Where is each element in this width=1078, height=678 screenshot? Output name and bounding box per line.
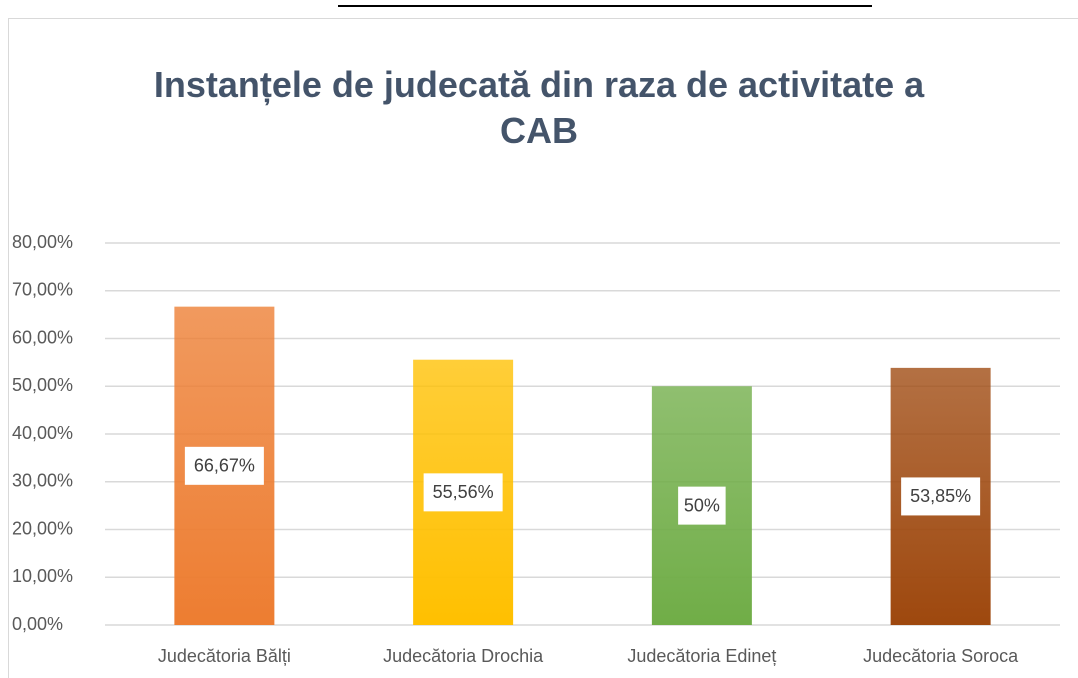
y-tick-label: 60,00% [12, 327, 73, 347]
chart-title: Instanțele de judecată din raza de activ… [153, 64, 925, 151]
data-label: 66,67% [194, 456, 255, 476]
y-tick-label: 0,00% [12, 614, 63, 634]
y-tick-label: 20,00% [12, 518, 73, 538]
y-tick-label: 70,00% [12, 280, 73, 300]
y-tick-label: 80,00% [12, 232, 73, 252]
data-label: 50% [684, 495, 720, 515]
y-tick-label: 40,00% [12, 423, 73, 443]
y-tick-label: 50,00% [12, 375, 73, 395]
data-label: 53,85% [910, 486, 971, 506]
data-label-box [423, 473, 503, 512]
data-label-box [901, 477, 981, 516]
x-tick-label: Judecătoria Drochia [383, 646, 544, 666]
x-tick-label: Judecătoria Edineț [627, 646, 776, 666]
data-label-box [678, 486, 726, 525]
chart-frame [8, 18, 1078, 678]
x-tick-label: Judecătoria Soroca [863, 646, 1019, 666]
y-tick-label: 10,00% [12, 566, 73, 586]
x-tick-label: Judecătoria Bălți [158, 646, 291, 666]
data-label: 55,56% [433, 482, 494, 502]
y-tick-label: 30,00% [12, 471, 73, 491]
data-label-box [184, 446, 264, 485]
